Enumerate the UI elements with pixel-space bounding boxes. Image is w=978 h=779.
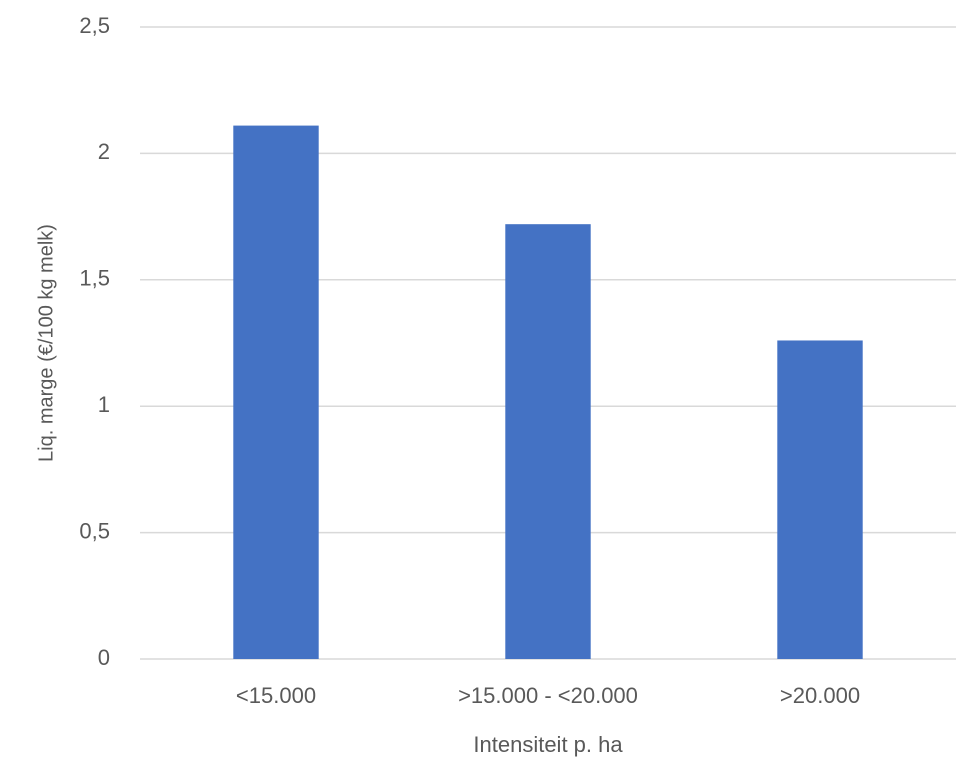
y-tick-label: 2,5 [79,13,110,38]
y-tick-label: 0,5 [79,518,110,543]
x-axis-title: Intensiteit p. ha [473,732,623,757]
x-tick-label: >15.000 - <20.000 [458,683,638,708]
bar [777,340,863,659]
x-tick-label: >20.000 [780,683,860,708]
y-tick-label: 0 [98,645,110,670]
bar [505,224,591,659]
y-tick-label: 1,5 [79,266,110,291]
bar [233,125,319,660]
y-tick-label: 2 [98,139,110,164]
x-tick-label: <15.000 [236,683,316,708]
y-axis-title: Liq. marge (€/100 kg melk) [35,224,57,462]
y-tick-label: 1 [98,392,110,417]
